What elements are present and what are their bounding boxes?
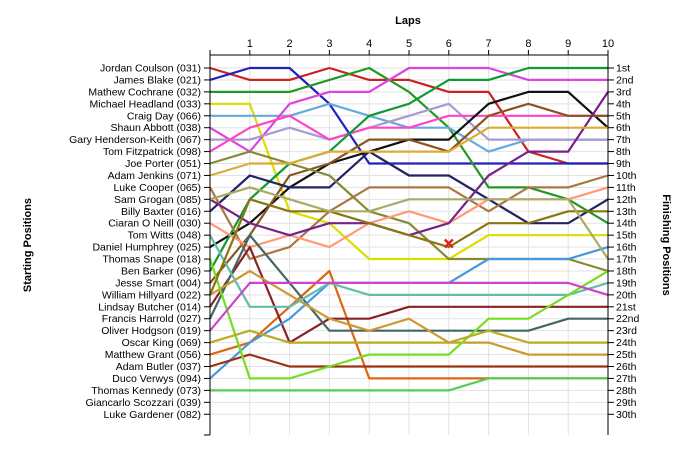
lap-tick-label: 4 (366, 38, 372, 50)
starting-position-label: Thomas Kennedy (073) (91, 385, 201, 397)
starting-position-label: James Blake (021) (113, 74, 201, 86)
finishing-position-label: 1st (616, 63, 630, 75)
finishing-position-label: 17th (616, 254, 637, 266)
finishing-position-label: 6th (616, 122, 631, 134)
series-line-2 (209, 66, 608, 165)
series-line-27 (209, 329, 608, 344)
starting-position-label: Gary Henderson-Keith (067) (69, 134, 201, 146)
starting-position-label: Mathew Cochrane (032) (88, 86, 201, 98)
series-line-10 (209, 66, 608, 272)
series-line-8 (209, 114, 608, 153)
finishing-position-label: 14th (616, 218, 637, 230)
starting-position-label: Francis Harrold (027) (102, 313, 201, 325)
finishing-position-label: 7th (616, 134, 631, 146)
lap-tick-label: 5 (406, 38, 412, 50)
lap-tick-label: 3 (326, 38, 332, 50)
series-line-3 (210, 66, 609, 225)
series-line-24 (209, 353, 608, 368)
starting-position-label: Shaun Abbott (038) (111, 122, 202, 134)
starting-position-label: Matthew Grant (056) (105, 349, 201, 361)
starting-position-label: Tom Fitzpatrick (098) (103, 146, 201, 158)
finishing-position-label: 26th (616, 361, 637, 373)
series-line-7 (210, 102, 608, 141)
series-line-23 (209, 234, 609, 308)
finishing-position-label: 8th (616, 146, 631, 158)
starting-position-label: Duco Verwys (094) (112, 373, 201, 385)
series-line-13 (209, 174, 609, 261)
series-line-12 (209, 150, 609, 225)
series-lines (208, 66, 609, 392)
right-axis-title: Finishing Positions (660, 194, 672, 295)
starting-position-label: Adam Butler (037) (116, 361, 201, 373)
lap-tick-label: 2 (287, 38, 293, 50)
finishing-position-label: 19th (616, 277, 637, 289)
left-axis-title: Starting Positions (22, 198, 34, 292)
finishing-position-label: 24th (616, 337, 637, 349)
finishing-position-label: 5th (616, 110, 631, 122)
series-line-29 (208, 198, 608, 296)
finishing-position-label: 30th (616, 409, 637, 421)
series-line-1 (209, 66, 608, 165)
series-line-22 (209, 269, 608, 356)
finishing-position-label: 10th (616, 170, 637, 182)
finishing-position-label: 20th (616, 289, 637, 301)
starting-position-label: Giancarlo Scozzari (039) (85, 397, 201, 409)
finishing-position-label: 11th (616, 182, 636, 194)
finishing-position-label: 9th (616, 158, 631, 170)
finishing-position-label: 16th (616, 242, 637, 254)
lap-tick-label: 6 (446, 38, 452, 50)
incident-marker (443, 238, 454, 249)
series-line-19 (209, 246, 608, 344)
lap-tick-label: 9 (565, 38, 571, 50)
finishing-position-label: 22nd (616, 313, 640, 325)
starting-position-label: Lindsay Butcher (014) (98, 301, 201, 313)
starting-position-label: Sam Grogan (085) (114, 194, 201, 206)
starting-position-label: Thomas Snape (018) (102, 254, 201, 266)
starting-position-label: Jesse Smart (004) (115, 277, 201, 289)
axes: 1 2 3 4 5 6 7 8 9 10 Jordan Coulson (031)James Bla… (69, 38, 640, 436)
lap-tick-label: 8 (525, 38, 531, 50)
series-line-17 (209, 126, 608, 177)
series-line-30 (209, 186, 609, 260)
starting-position-label: Joe Porter (051) (125, 158, 201, 170)
starting-position-label: Ben Barker (096) (121, 265, 201, 277)
starting-position-label: Tom Witts (048) (127, 230, 201, 242)
starting-position-label: Oscar King (069) (122, 337, 201, 349)
starting-position-label: Luke Gardener (082) (104, 409, 201, 421)
finishing-position-label: 23rd (616, 325, 637, 337)
finishing-position-label: 4th (616, 98, 631, 110)
finishing-position-label: 27th (616, 373, 637, 385)
starting-position-label: Billy Baxter (016) (121, 206, 201, 218)
finishing-position-label: 3rd (616, 86, 631, 98)
series-line-20 (209, 234, 608, 332)
finishing-position-label: 25th (616, 349, 637, 361)
starting-position-label: Daniel Humphrey (025) (92, 242, 201, 254)
starting-position-label: Luke Cooper (065) (113, 182, 201, 194)
finishing-position-label: 21st (616, 301, 636, 313)
lap-tick-label: 7 (486, 38, 492, 50)
series-line-25 (208, 258, 609, 380)
starting-position-label: Oliver Hodgson (019) (101, 325, 201, 337)
starting-position-label: Jordan Coulson (031) (100, 63, 201, 75)
series-line-28 (209, 281, 609, 332)
finishing-position-label: 29th (616, 397, 637, 409)
lap-tick-label: 10 (602, 38, 614, 50)
finishing-position-label: 12th (616, 194, 637, 206)
lap-tick-label: 1 (247, 38, 253, 50)
chart-title: Laps (395, 15, 421, 27)
finishing-position-label: 2nd (616, 74, 634, 86)
series-line-26 (210, 377, 608, 392)
finishing-position-label: 28th (616, 385, 637, 397)
starting-position-label: Ciaran O Neill (030) (108, 218, 201, 230)
finishing-position-label: 15th (616, 230, 637, 242)
finishing-position-label: 13th (616, 206, 637, 218)
starting-position-label: Craig Day (066) (127, 110, 201, 122)
starting-position-label: Adam Jenkins (071) (108, 170, 201, 182)
finishing-position-label: 18th (616, 265, 637, 277)
starting-position-label: Michael Headland (033) (90, 98, 201, 110)
starting-position-label: William Hillyard (022) (102, 289, 201, 301)
